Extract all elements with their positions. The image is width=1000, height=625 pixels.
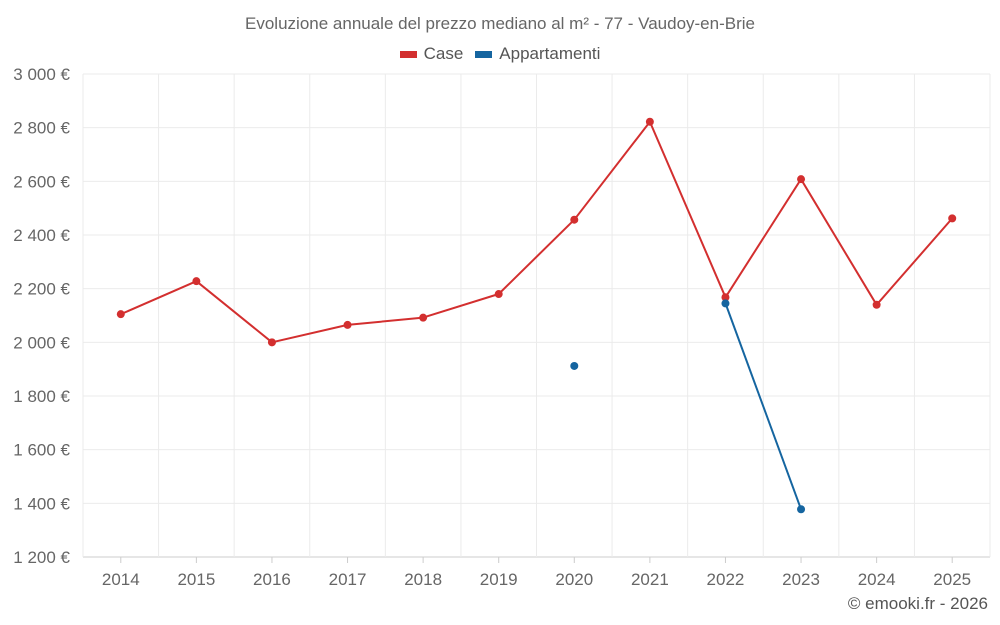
- y-tick-label: 1 400 €: [13, 494, 70, 513]
- legend-item-case[interactable]: Case: [399, 44, 464, 64]
- x-tick-label: 2021: [631, 570, 669, 589]
- y-tick-label: 1 800 €: [13, 387, 70, 406]
- y-tick-label: 2 200 €: [13, 280, 70, 299]
- legend: Case Appartamenti: [0, 44, 1000, 64]
- data-point-case: [721, 293, 730, 302]
- data-point-case: [948, 214, 957, 223]
- x-tick-label: 2024: [858, 570, 896, 589]
- data-point-case: [645, 117, 654, 126]
- x-tick-label: 2020: [555, 570, 593, 589]
- x-tick-label: 2014: [102, 570, 140, 589]
- x-tick-label: 2017: [329, 570, 367, 589]
- data-point-appartamenti: [797, 505, 806, 514]
- y-tick-label: 2 600 €: [13, 172, 70, 191]
- series-line-case: [120, 120, 953, 344]
- data-point-case: [494, 290, 503, 299]
- data-point-appartamenti: [570, 361, 579, 370]
- legend-label-appartamenti: Appartamenti: [499, 44, 601, 63]
- legend-label-case: Case: [423, 44, 464, 63]
- data-point-case: [267, 338, 276, 347]
- x-tick-label: 2023: [782, 570, 820, 589]
- x-tick-label: 2025: [933, 570, 971, 589]
- y-tick-label: 2 800 €: [13, 119, 70, 138]
- data-point-case: [797, 175, 806, 184]
- y-tick-label: 3 000 €: [13, 65, 70, 84]
- data-point-case: [872, 300, 881, 309]
- data-point-appartamenti: [721, 299, 730, 308]
- x-tick-label: 2016: [253, 570, 291, 589]
- data-point-case: [343, 320, 352, 329]
- x-tick-label: 2022: [707, 570, 745, 589]
- legend-swatch-case: [399, 50, 417, 58]
- x-tick-label: 2015: [177, 570, 215, 589]
- y-tick-label: 1 600 €: [13, 441, 70, 460]
- y-tick-label: 1 200 €: [13, 548, 70, 567]
- series-line-appartamenti: [724, 303, 802, 510]
- legend-item-appartamenti[interactable]: Appartamenti: [475, 44, 600, 64]
- chart-title: Evoluzione annuale del prezzo mediano al…: [245, 14, 755, 33]
- legend-swatch-appartamenti: [475, 50, 493, 58]
- data-point-case: [192, 277, 201, 286]
- x-tick-label: 2018: [404, 570, 442, 589]
- y-tick-label: 2 000 €: [13, 333, 70, 352]
- x-tick-label: 2019: [480, 570, 518, 589]
- data-point-case: [419, 313, 428, 322]
- y-tick-label: 2 400 €: [13, 226, 70, 245]
- data-point-case: [570, 215, 579, 224]
- credit: © emooki.fr - 2026: [847, 594, 988, 613]
- data-point-case: [116, 310, 125, 319]
